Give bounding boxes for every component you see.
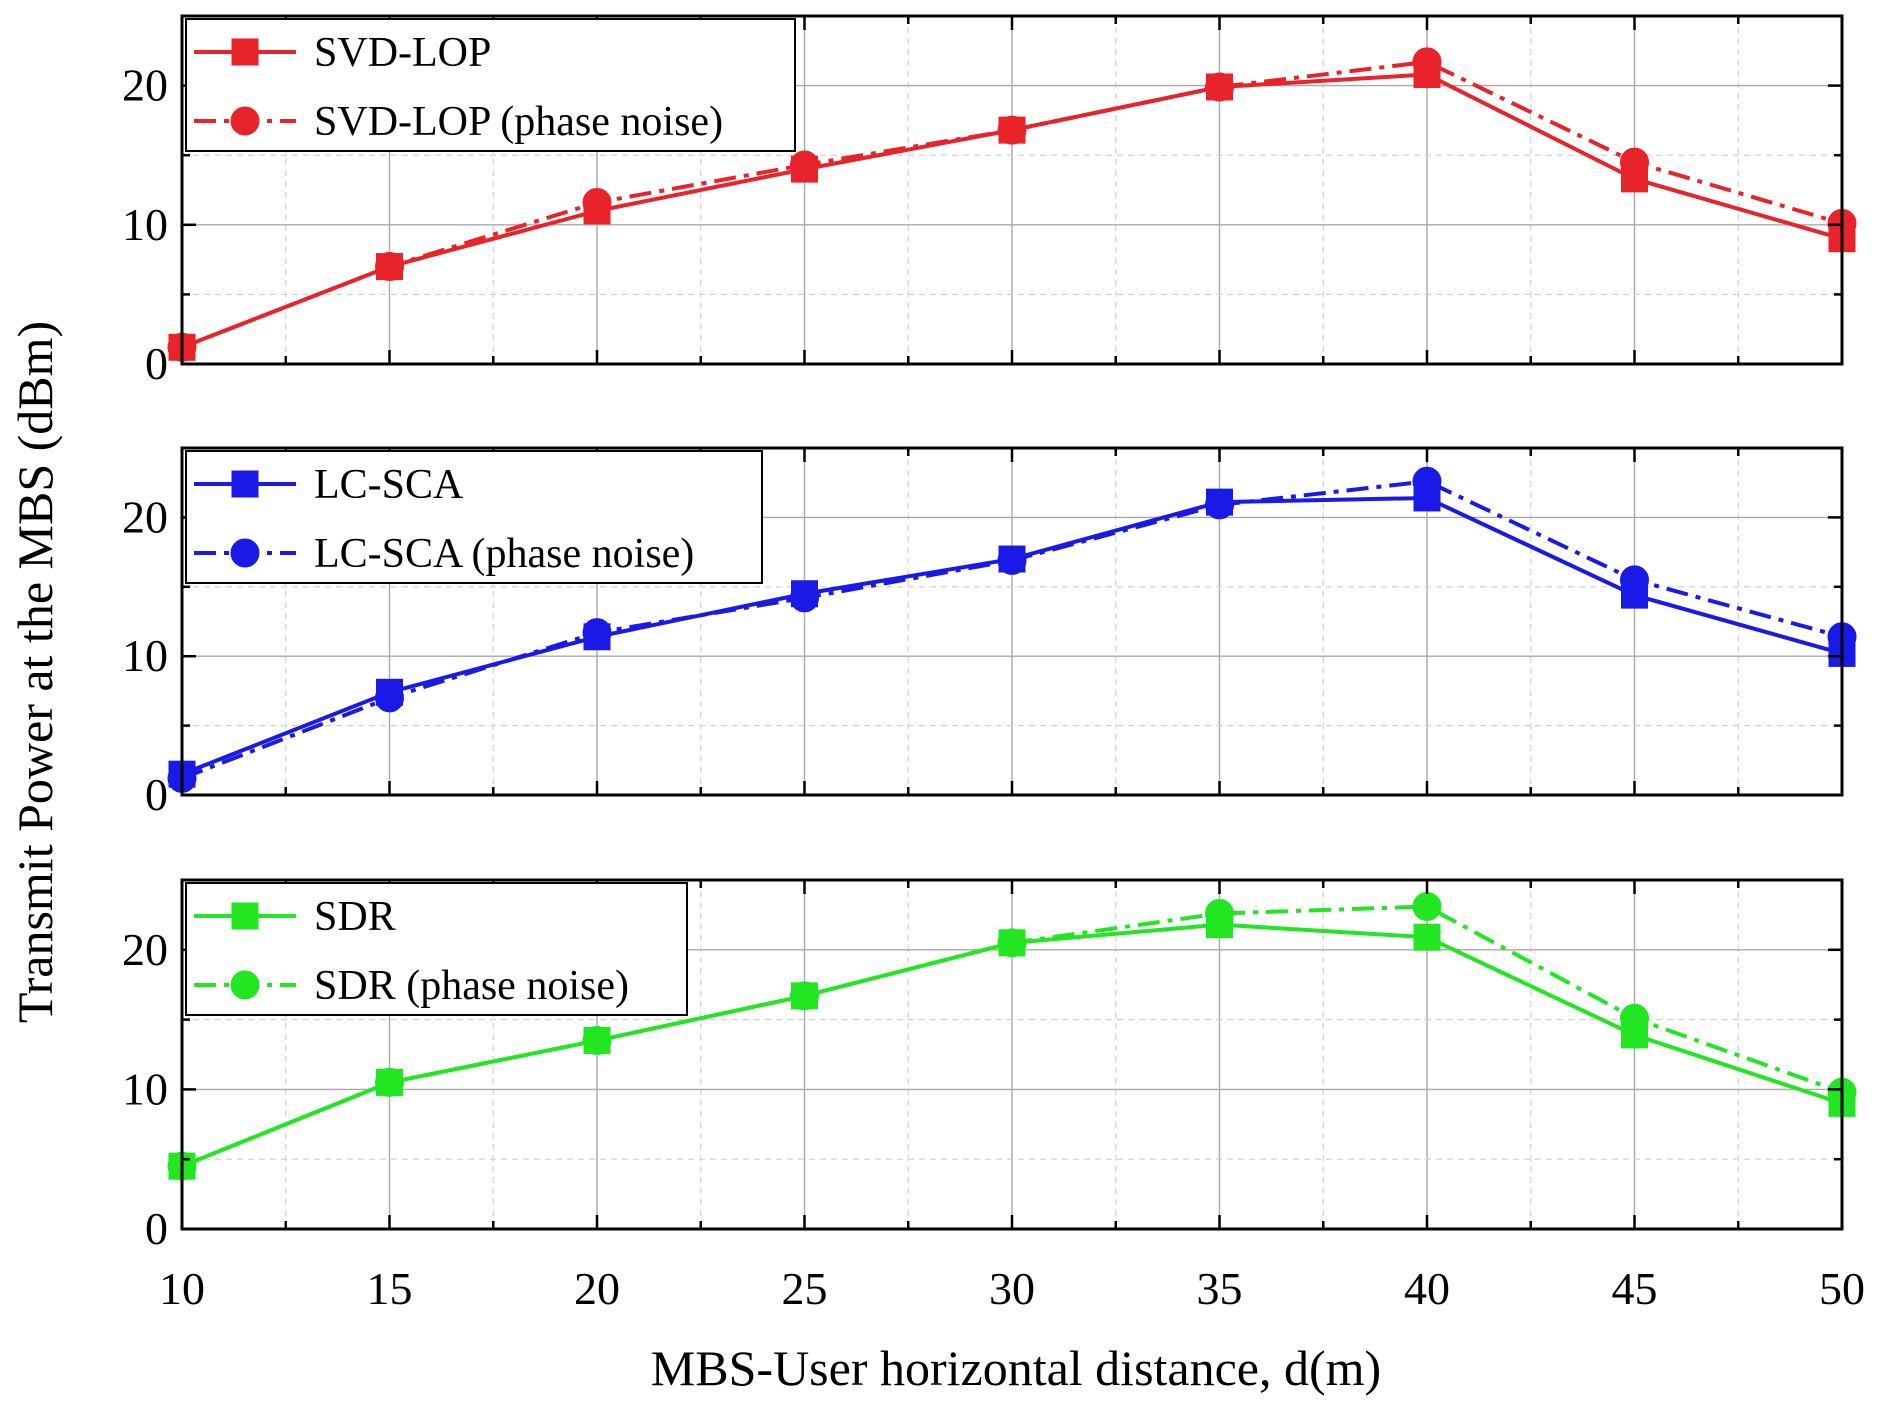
y-tick-label: 0	[145, 338, 168, 389]
legend-box	[185, 882, 688, 1016]
y-tick-label: 20	[122, 60, 168, 111]
data-point-square	[1413, 484, 1441, 512]
data-point-circle	[1412, 892, 1442, 922]
legend-label: SVD-LOP (phase noise)	[314, 99, 723, 145]
data-point-square	[1621, 581, 1648, 609]
data-point-square	[1206, 488, 1233, 516]
legend-label: SDR	[314, 894, 396, 940]
data-point-square	[1621, 165, 1648, 193]
legend-marker-square	[231, 902, 259, 930]
data-point-square	[1413, 60, 1441, 88]
legend-box	[185, 450, 763, 584]
y-tick-label: 0	[145, 1203, 168, 1254]
legend-marker-square	[231, 38, 259, 66]
data-point-square	[1206, 911, 1233, 939]
legend-marker-circle	[230, 970, 260, 1000]
y-tick-label: 20	[122, 491, 168, 542]
x-tick-label: 25	[782, 1263, 828, 1314]
data-point-square	[998, 545, 1026, 573]
data-point-square	[1413, 923, 1441, 951]
legend-marker-circle	[230, 538, 260, 568]
panel-2: 0 10 20 LC-SCA LC-SCA (phase noise)	[122, 446, 1857, 820]
y-tick-label: 10	[122, 199, 168, 250]
y-tick-label: 10	[122, 1063, 168, 1114]
data-point-square	[998, 116, 1026, 144]
legend-label: SDR (phase noise)	[314, 963, 629, 1009]
data-point-square	[376, 1068, 403, 1096]
data-point-square	[791, 982, 818, 1010]
x-tick-label: 40	[1404, 1263, 1450, 1314]
data-point-square	[376, 678, 403, 706]
y-tick-label: 0	[145, 769, 168, 820]
data-point-square	[583, 623, 611, 651]
y-tick-label: 10	[122, 630, 168, 681]
data-point-square	[1621, 1021, 1648, 1049]
data-point-square	[376, 253, 403, 281]
data-point-square	[583, 1027, 611, 1055]
legend-box	[185, 18, 796, 152]
panel-3: 0 10 20 SDR SDR (phase noise)	[122, 878, 1857, 1254]
data-point-square	[998, 929, 1026, 957]
x-tick-label: 15	[367, 1263, 413, 1314]
legend-marker-square	[231, 470, 259, 498]
x-tick-label: 20	[574, 1263, 620, 1314]
y-axis-title: Transmit Power at the MBS (dBm)	[7, 321, 63, 1023]
x-axis-title: MBS-User horizontal distance, d(m)	[651, 1340, 1381, 1396]
data-point-square	[583, 197, 611, 225]
data-point-square	[1206, 73, 1233, 101]
y-tick-label: 20	[122, 924, 168, 975]
x-tick-label: 50	[1819, 1263, 1865, 1314]
data-point-square	[791, 580, 818, 608]
legend-label: LC-SCA	[314, 462, 464, 508]
legend-label: LC-SCA (phase noise)	[314, 531, 694, 577]
x-tick-label: 35	[1197, 1263, 1243, 1314]
x-tick-label: 10	[159, 1263, 205, 1314]
x-tick-label: 30	[989, 1263, 1035, 1314]
legend-label: SVD-LOP	[314, 30, 491, 76]
data-point-square	[791, 155, 818, 183]
legend-marker-circle	[230, 106, 260, 136]
x-tick-label: 45	[1612, 1263, 1658, 1314]
panel-1: 0 10 20 SVD-LOP SVD-LOP (phase noise)	[122, 14, 1857, 389]
